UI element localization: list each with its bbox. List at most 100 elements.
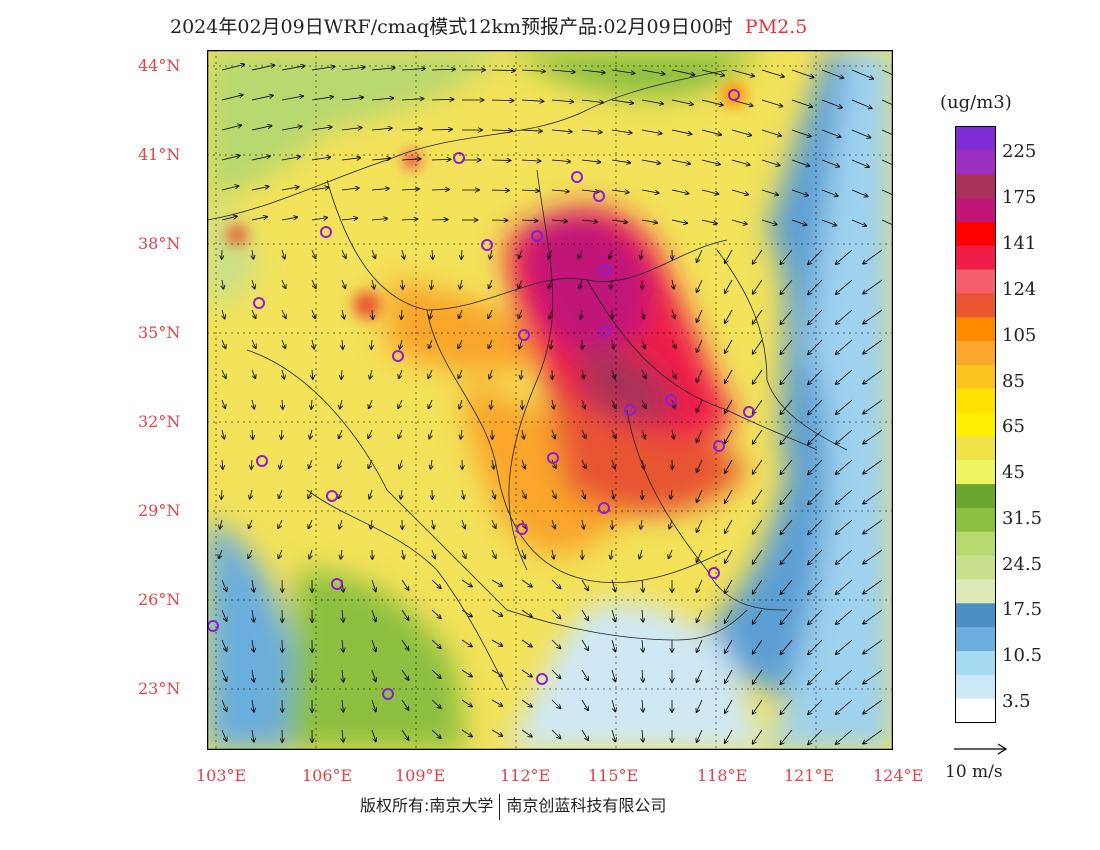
city-marker[interactable] — [326, 490, 338, 502]
wind-arrow — [281, 157, 300, 161]
wind-arrow — [863, 489, 883, 504]
wind-arrow — [312, 369, 313, 379]
wind-arrow — [461, 429, 462, 439]
city-marker[interactable] — [536, 673, 548, 685]
wind-arrow — [221, 64, 244, 71]
wind-arrow — [401, 309, 402, 319]
colorbar-swatch — [955, 174, 996, 199]
wind-arrow — [641, 129, 662, 134]
wind-arrow — [551, 100, 573, 102]
lat-label: 23°N — [138, 679, 181, 698]
wind-arrow — [697, 639, 703, 652]
city-marker[interactable] — [256, 455, 268, 467]
wind-arrow — [551, 639, 561, 648]
wind-arrow — [252, 429, 253, 439]
city-marker[interactable] — [516, 523, 528, 535]
colorbar-swatch — [955, 245, 996, 270]
city-marker[interactable] — [547, 452, 559, 464]
wind-arrow — [821, 69, 844, 78]
wind-arrow — [220, 519, 222, 529]
wind-arrow — [836, 699, 853, 714]
lon-label: 106°E — [302, 766, 353, 785]
city-marker[interactable] — [593, 190, 605, 202]
wind-arrow — [522, 549, 525, 559]
city-marker[interactable] — [481, 239, 493, 251]
wind-arrow — [639, 549, 642, 559]
wind-arrow — [309, 459, 313, 468]
lat-label: 35°N — [138, 323, 181, 342]
wind-arrow — [221, 729, 227, 741]
wind-arrow — [672, 429, 674, 439]
pm25-forecast-map[interactable] — [207, 50, 893, 750]
wind-arrow — [836, 459, 853, 474]
wind-arrow — [552, 519, 555, 529]
wind-arrow — [369, 399, 373, 408]
wind-arrow — [552, 399, 554, 409]
city-marker[interactable] — [382, 688, 394, 700]
wind-arrow — [821, 129, 841, 137]
wind-arrow — [851, 189, 868, 197]
colorbar-label: 225 — [1002, 141, 1037, 162]
wind-arrow — [579, 279, 582, 289]
wind-arrow — [611, 429, 616, 438]
city-marker[interactable] — [518, 329, 530, 341]
wind-arrow — [251, 126, 272, 131]
wind-arrow — [311, 399, 312, 409]
wind-arrow — [221, 609, 227, 621]
wind-arrow — [431, 579, 441, 588]
wind-arrow — [371, 669, 376, 681]
city-marker[interactable] — [392, 350, 404, 362]
city-marker[interactable] — [713, 440, 725, 452]
wind-arrow — [548, 249, 553, 258]
wind-arrow — [725, 489, 733, 503]
city-marker[interactable] — [599, 325, 611, 337]
wind-arrow — [780, 699, 793, 714]
city-marker[interactable] — [453, 152, 465, 164]
wind-arrow — [552, 549, 554, 559]
wind-arrow — [278, 549, 283, 558]
wind-arrow — [808, 639, 823, 654]
wind-arrow — [462, 519, 465, 529]
wind-arrow — [669, 519, 672, 529]
city-marker[interactable] — [320, 226, 332, 238]
wind-arrow — [863, 459, 883, 474]
wind-arrow — [582, 519, 584, 529]
city-marker[interactable] — [708, 567, 720, 579]
city-marker[interactable] — [624, 404, 636, 416]
wind-arrow — [251, 156, 270, 161]
colorbar-label: 17.5 — [1002, 599, 1043, 620]
wind-arrow — [221, 399, 225, 408]
city-marker[interactable] — [599, 264, 611, 276]
wind-arrow — [731, 99, 753, 106]
wind-arrow — [581, 220, 597, 222]
wind-arrow — [761, 159, 780, 166]
wind-arrow — [551, 70, 575, 72]
wind-arrow — [401, 699, 409, 710]
wind-arrow — [725, 519, 733, 533]
city-marker[interactable] — [253, 297, 265, 309]
city-marker[interactable] — [665, 394, 677, 406]
wind-arrow — [551, 729, 561, 738]
wind-arrow — [671, 339, 676, 348]
colorbar — [955, 126, 996, 723]
wind-arrow — [753, 339, 763, 354]
wind-arrow — [311, 187, 329, 191]
wind-arrow — [431, 609, 441, 618]
city-marker[interactable] — [531, 230, 543, 242]
wind-arrow — [459, 399, 462, 409]
wind-arrow — [551, 339, 552, 349]
wind-arrow — [697, 399, 703, 412]
wind-arrow — [222, 279, 223, 289]
city-marker[interactable] — [598, 502, 610, 514]
wind-arrow — [731, 69, 754, 76]
wind-arrow — [671, 219, 687, 223]
city-marker[interactable] — [743, 406, 755, 418]
wind-arrow — [863, 309, 883, 324]
city-marker[interactable] — [728, 89, 740, 101]
wind-arrow — [761, 189, 778, 195]
wind-arrow — [251, 339, 256, 348]
wind-arrow — [611, 639, 615, 652]
city-marker[interactable] — [571, 171, 583, 183]
city-marker[interactable] — [331, 578, 343, 590]
wind-arrow — [398, 399, 403, 408]
